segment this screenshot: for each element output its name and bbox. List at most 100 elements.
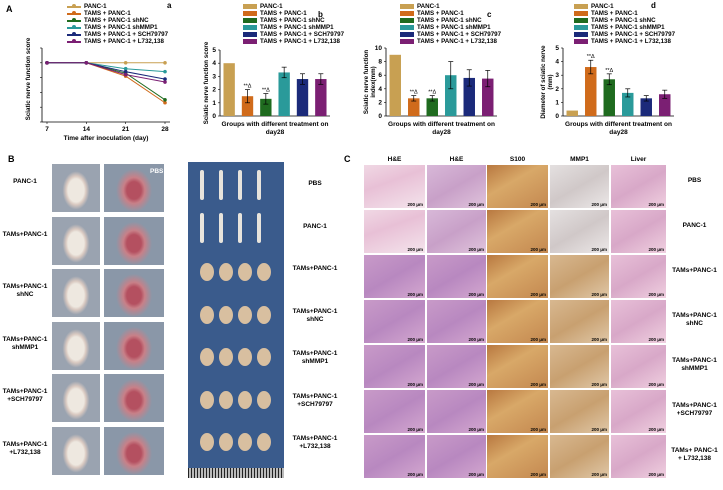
histology-thumbnail: 200 μm (364, 210, 425, 253)
scale-bar-label: 200 μm (530, 382, 546, 387)
mouse-row-label: TAMs+PANC-1 shNC (2, 283, 48, 298)
mouse-row-label: PANC-1 (13, 178, 37, 185)
bar (640, 98, 652, 116)
scale-bar-label: 200 μm (648, 337, 664, 342)
nerve-row-label: TAMs+PANC-1 shNC (292, 307, 338, 323)
nerve-specimen (257, 263, 271, 281)
y-tick-label: 10 (375, 45, 383, 52)
legend-item: TAMS + PANC-1 shNC (67, 17, 168, 24)
nerve-row-label: TAMs+PANC-1 +L732,138 (292, 435, 338, 450)
nerve-row-label: TAMs+PANC-1 +SCH79797 (292, 392, 338, 408)
nerve-specimen (200, 348, 214, 366)
legend-label: TAMS + PANC-1 (84, 10, 131, 17)
legend-swatch (243, 25, 257, 30)
histology-column-header: Liver (630, 156, 647, 163)
mouse-photo-ventral (52, 269, 100, 317)
histology-thumbnail: 200 μm (487, 435, 548, 478)
mouse-photo-dissected (104, 216, 164, 265)
x-axis-label: Groups with different treatment on (565, 121, 672, 128)
legend-label: TAMS + PANC-1 + L732,138 (260, 38, 340, 45)
legend-item: TAMS + PANC-1 shMMP1 (67, 24, 168, 31)
legend-label: TAMS + PANC-1 + SCH79797 (84, 31, 169, 38)
nerve-specimen (257, 433, 271, 451)
y-axis-label: Sciatic nerve function (363, 50, 370, 115)
nerve-row-label: TAMs+PANC-1 (292, 265, 338, 272)
scale-bar-label: 200 μm (648, 292, 664, 297)
scale-bar-label: 200 μm (530, 472, 546, 477)
y-tick-label: 3 (212, 73, 216, 80)
histology-thumbnail: 200 μm (611, 210, 666, 253)
data-point (84, 61, 89, 65)
y-tick-label: 4 (555, 59, 559, 66)
data-point (123, 72, 128, 77)
legend-swatch (67, 3, 81, 8)
nerve-specimen (257, 305, 271, 324)
legend-chart-a: PANC-1 TAMS + PANC-1 TAMS + PANC-1 shNC TAM… (67, 3, 168, 45)
histology-thumbnail: 200 μm (611, 300, 666, 343)
y-tick-label: 5 (212, 47, 216, 54)
nerve-specimen (238, 212, 242, 243)
legend-item: TAMS + PANC-1 + L732,138 (243, 38, 344, 45)
histology-thumbnail: 200 μm (427, 435, 486, 478)
legend-label: TAMS + PANC-1 + SCH79797 (417, 31, 502, 38)
scale-bar-label: 200 μm (648, 427, 664, 432)
significance-annotation: **Δ (244, 84, 252, 90)
data-point (163, 69, 167, 74)
legend-label: PANC-1 (84, 3, 107, 10)
bar (603, 79, 615, 116)
histology-thumbnail: 200 μm (427, 165, 486, 208)
x-tick-label: 28 (161, 126, 169, 133)
x-axis-label: Groups with different treatment on (222, 121, 329, 128)
mouse-photo-dissected (104, 426, 164, 475)
bar (585, 67, 597, 116)
legend-label: TAMS + PANC-1 shNC (417, 17, 482, 24)
legend-swatch (574, 11, 588, 16)
legend-item: TAMS + PANC-1 + SCH79797 (67, 31, 168, 38)
legend-item: PANC-1 (67, 3, 168, 10)
x-axis-label-line2: day28 (266, 129, 285, 136)
mouse-row-label: TAMs+PANC-1 (2, 230, 48, 238)
y-tick-label: 2 (378, 99, 382, 106)
legend-swatch (400, 32, 414, 37)
histology-thumbnail: 200 μm (550, 300, 609, 343)
bar (463, 77, 475, 116)
scale-bar-label: 200 μm (530, 337, 546, 342)
scale-bar-label: 200 μm (530, 292, 546, 297)
y-tick-label: 0 (212, 113, 216, 120)
y-axis-label-line2: index(mm) (370, 66, 377, 97)
nerve-specimen (219, 305, 233, 324)
ruler (188, 468, 284, 478)
legend-item: TAMS + PANC-1 shNC (400, 17, 501, 24)
legend-label: TAMS + PANC-1 shNC (591, 17, 656, 24)
legend-marker (72, 10, 76, 15)
histology-thumbnail: 200 μm (487, 210, 548, 253)
legend-swatch (243, 39, 257, 44)
legend-swatch (574, 18, 588, 23)
bar (408, 98, 420, 116)
legend-label: TAMS + PANC-1 (591, 10, 638, 17)
nerve-row-label: PANC-1 (303, 222, 327, 230)
histology-thumbnail: 200 μm (550, 435, 609, 478)
mouse-photo-ventral (52, 374, 100, 422)
data-point (163, 77, 167, 81)
significance-annotation: **Δ (587, 54, 595, 60)
data-point (163, 61, 167, 65)
scale-bar-label: 200 μm (468, 292, 484, 297)
histology-thumbnail: 200 μm (427, 345, 486, 388)
data-point (123, 69, 128, 74)
legend-marker (72, 31, 76, 36)
nerve-specimen (200, 212, 204, 243)
legend-label: TAMS + PANC-1 shMMP1 (84, 24, 158, 31)
legend-swatch (574, 4, 588, 9)
legend-marker (72, 3, 76, 8)
legend-swatch (243, 18, 257, 23)
nerve-specimen (238, 390, 252, 409)
chart-letter-b: b (318, 10, 323, 19)
nerve-specimen (219, 263, 233, 281)
series-line-4 (47, 62, 166, 80)
scale-bar-label: 200 μm (648, 472, 664, 477)
scale-bar-label: 200 μm (648, 247, 664, 252)
histology-column-header: H&E (449, 156, 464, 163)
legend-label: TAMS + PANC-1 shNC (84, 17, 149, 24)
legend-item: TAMS + PANC-1 + SCH79797 (574, 31, 675, 38)
